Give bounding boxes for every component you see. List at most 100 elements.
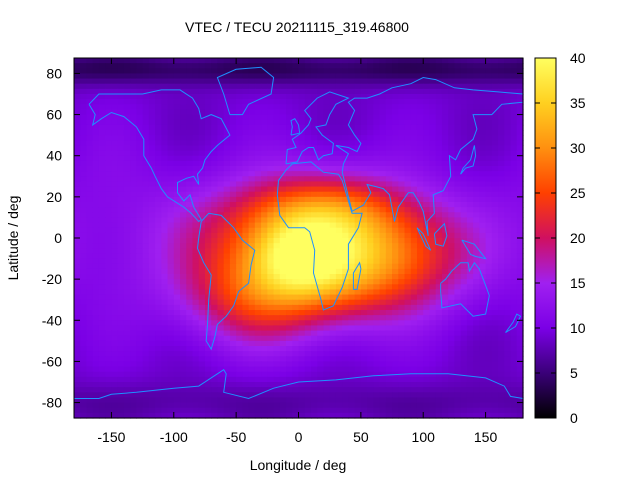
heatmap-cell (180, 109, 187, 116)
heatmap-cell (304, 217, 312, 224)
heatmap-cell (435, 73, 443, 80)
heatmap-cell (473, 361, 480, 368)
heatmap-cell (373, 227, 381, 234)
heatmap-cell (273, 202, 281, 208)
heatmap-cell (92, 268, 100, 275)
heatmap-cell (491, 315, 499, 321)
heatmap-cell (211, 78, 219, 85)
heatmap-cell (329, 325, 337, 332)
heatmap-cell (466, 171, 474, 177)
heatmap-cell (98, 58, 106, 64)
heatmap-cell (105, 382, 113, 388)
heatmap-cell (130, 191, 137, 198)
heatmap-cell (354, 330, 362, 337)
heatmap-cell (167, 304, 175, 311)
heatmap-cell (211, 238, 219, 244)
heatmap-cell (198, 407, 206, 414)
heatmap-cell (92, 140, 100, 147)
heatmap-cell (317, 248, 325, 255)
heatmap-cell (367, 207, 374, 213)
heatmap-cell (186, 294, 194, 301)
heatmap-cell (117, 371, 125, 378)
heatmap-cell (385, 258, 393, 265)
heatmap-cell (423, 124, 431, 131)
heatmap-cell (236, 397, 243, 404)
heatmap-cell (373, 376, 381, 383)
heatmap-cell (292, 289, 300, 296)
heatmap-cell (279, 196, 287, 203)
heatmap-cell (142, 340, 150, 347)
heatmap-cell (323, 78, 331, 85)
heatmap-cell (161, 274, 169, 280)
heatmap-cell (392, 58, 399, 64)
heatmap-cell (229, 289, 237, 296)
heatmap-cell (136, 325, 144, 332)
heatmap-cell (223, 387, 231, 393)
heatmap-cell (510, 294, 518, 301)
heatmap-cell (298, 253, 306, 260)
heatmap-cell (130, 114, 137, 121)
heatmap-cell (404, 371, 412, 378)
heatmap-cell (117, 135, 125, 141)
heatmap-cell (348, 150, 356, 157)
heatmap-cell (429, 135, 437, 141)
heatmap-cell (310, 207, 318, 213)
heatmap-cell (242, 351, 250, 357)
heatmap-cell (498, 351, 505, 357)
heatmap-cell (323, 238, 331, 244)
heatmap-cell (192, 73, 200, 80)
heatmap-cell (217, 248, 225, 255)
heatmap-cell (98, 315, 106, 321)
heatmap-cell (292, 376, 300, 383)
heatmap-cell (398, 382, 406, 388)
heatmap-cell (379, 176, 387, 183)
heatmap-cell (466, 304, 474, 311)
heatmap-cell (367, 279, 374, 285)
heatmap-cell (385, 135, 393, 141)
heatmap-cell (217, 114, 225, 121)
heatmap-cell (267, 145, 275, 152)
heatmap-cell (479, 407, 487, 414)
heatmap-cell (148, 294, 156, 301)
heatmap-cell (279, 397, 287, 404)
heatmap-cell (404, 124, 412, 131)
heatmap-cell (74, 191, 81, 198)
heatmap-cell (86, 274, 94, 280)
heatmap-cell (74, 274, 81, 280)
heatmap-cell (454, 248, 462, 255)
heatmap-cell (423, 376, 431, 383)
heatmap-cell (329, 160, 337, 167)
heatmap-cell (304, 68, 312, 75)
heatmap-cell (273, 330, 281, 337)
heatmap-cell (236, 356, 243, 363)
heatmap-cell (273, 73, 281, 80)
heatmap-cell (404, 114, 412, 121)
heatmap-cell (385, 114, 393, 121)
heatmap-cell (148, 181, 156, 188)
heatmap-cell (217, 392, 225, 399)
heatmap-cell (229, 73, 237, 80)
heatmap-cell (510, 340, 518, 347)
heatmap-cell (323, 99, 331, 105)
heatmap-cell (298, 186, 306, 193)
heatmap-cell (348, 176, 356, 183)
heatmap-cell (323, 289, 331, 296)
heatmap-cell (304, 114, 312, 121)
heatmap-cell (460, 130, 468, 136)
heatmap-cell (435, 304, 443, 311)
heatmap-cell (286, 88, 293, 95)
heatmap-cell (192, 412, 200, 419)
heatmap-cell (198, 109, 206, 116)
heatmap-cell (491, 202, 499, 208)
heatmap-cell (485, 207, 493, 213)
heatmap-cell (485, 58, 493, 64)
heatmap-cell (498, 145, 505, 152)
heatmap-cell (86, 330, 94, 337)
heatmap-cell (485, 94, 493, 100)
heatmap-cell (473, 171, 480, 177)
heatmap-cell (479, 109, 487, 116)
heatmap-cell (342, 145, 349, 152)
heatmap-cell (286, 114, 293, 121)
heatmap-cell (354, 155, 362, 162)
heatmap-cell (155, 68, 162, 75)
